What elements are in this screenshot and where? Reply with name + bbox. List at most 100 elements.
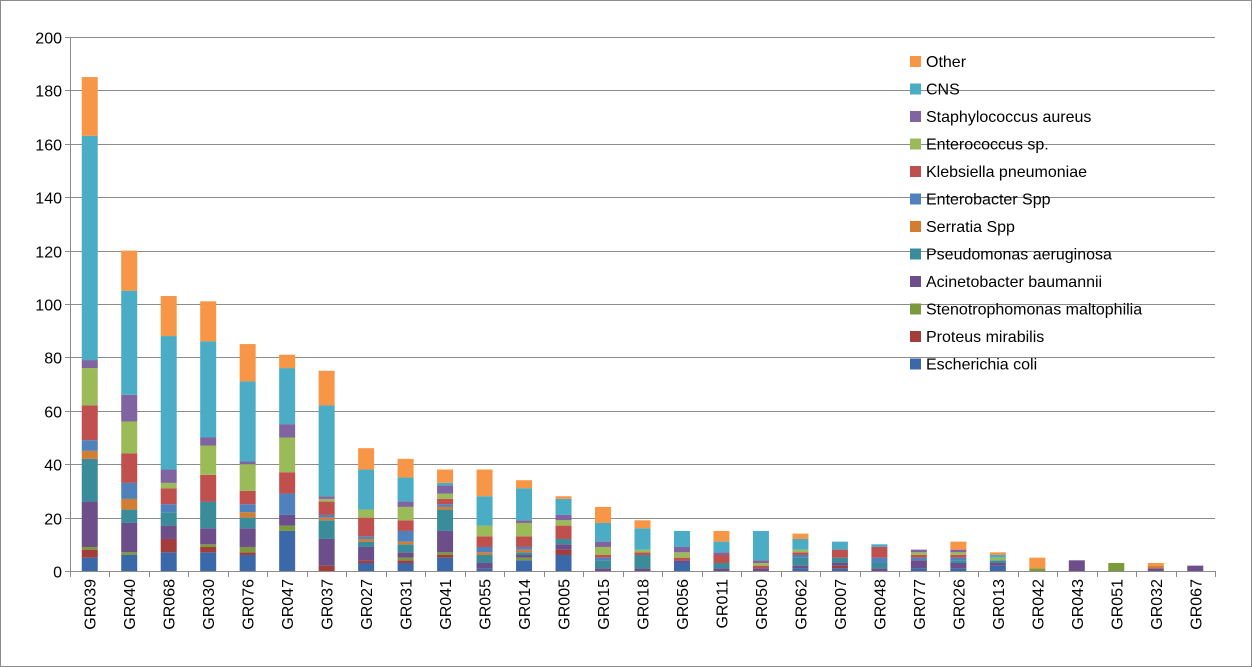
bar-segment-pseudomonas-aeruginosa [871, 562, 888, 569]
y-tick-label: 140 [35, 191, 62, 208]
bar-stack-gr030 [200, 301, 217, 571]
legend-swatch [910, 83, 921, 95]
x-tick-label: GR043 [1070, 579, 1087, 630]
bar-stack-gr043 [1068, 560, 1085, 571]
bar-segment-klebsiella-pneumoniae [200, 474, 217, 502]
x-tick-label: GR051 [1109, 579, 1126, 630]
bar-segment-acinetobacter-baumannii [555, 544, 572, 550]
bar-segment-enterococcus-sp [752, 562, 769, 566]
bar-segment-escherichia-coli [831, 568, 848, 571]
bar-segment-proteus-mirabilis [831, 565, 848, 569]
legend-label: Enterobacter Spp [926, 192, 1051, 209]
x-tick-label: GR048 [872, 579, 889, 630]
bar-segment-acinetobacter-baumannii [1187, 565, 1204, 571]
bar-segment-acinetobacter-baumannii [910, 560, 927, 569]
legend-swatch [910, 248, 921, 260]
legend-item-serratia-spp: Serratia Spp [910, 219, 1015, 236]
bar-segment-enterococcus-sp [989, 557, 1006, 561]
bar-segment-klebsiella-pneumoniae [595, 554, 612, 558]
bar-segment-cns [555, 498, 572, 515]
bar-segment-enterobacter-spp [871, 557, 888, 563]
y-tick-label: 40 [44, 458, 62, 475]
bar-segment-escherichia-coli [950, 568, 967, 571]
bar-segment-enterobacter-spp [279, 493, 296, 515]
bar-segment-cns [81, 135, 98, 361]
bar-segment-pseudomonas-aeruginosa [121, 509, 138, 523]
bar-segment-acinetobacter-baumannii [516, 554, 533, 558]
bar-stack-gr013 [989, 552, 1006, 571]
bar-stack-gr055 [476, 469, 493, 571]
bar-segment-other [595, 506, 612, 523]
bar-segment-enterococcus-sp [555, 520, 572, 526]
legend-item-acinetobacter-baumannii: Acinetobacter baumannii [910, 274, 1102, 291]
x-tick-label: GR030 [201, 579, 218, 630]
bar-segment-staphylococcus-aureus [160, 469, 177, 483]
bar-segment-other [555, 496, 572, 499]
bar-segment-klebsiella-pneumoniae [752, 565, 769, 569]
bar-segment-enterococcus-sp [792, 549, 809, 553]
bar-segment-klebsiella-pneumoniae [910, 554, 927, 558]
bar-segment-enterococcus-sp [160, 482, 177, 489]
bar-segment-klebsiella-pneumoniae [516, 536, 533, 547]
bar-segment-proteus-mirabilis [358, 560, 375, 563]
x-tick-label: GR032 [1149, 579, 1166, 630]
x-tick-label: GR039 [83, 579, 100, 630]
bar-stack-gr041 [437, 469, 454, 571]
bar-segment-proteus-mirabilis [318, 565, 335, 571]
bar-segment-enterobacter-spp [910, 557, 927, 561]
bar-segment-stenotrophomonas-maltophilia [121, 552, 138, 555]
bar-segment-serratia-spp [516, 549, 533, 553]
x-axis: GR039 GR040 GR068 GR030 GR076 GR047 GR037 GR027… [70, 571, 1216, 630]
x-tick-label: GR011 [714, 579, 731, 629]
legend-label: Other [926, 54, 967, 71]
bar-segment-acinetobacter-baumannii [279, 514, 296, 526]
bar-segment-escherichia-coli [397, 562, 414, 571]
bar-segment-enterococcus-sp [437, 493, 454, 499]
bar-segment-staphylococcus-aureus [318, 496, 335, 499]
bar-segment-klebsiella-pneumoniae [673, 557, 690, 561]
bar-stack-gr077 [910, 549, 927, 571]
bar-segment-cns [318, 405, 335, 497]
bar-segment-acinetobacter-baumannii [713, 568, 730, 571]
bar-segment-pseudomonas-aeruginosa [200, 501, 217, 529]
bar-segment-cns [871, 544, 888, 547]
x-tick-label: GR018 [636, 579, 653, 630]
bar-segment-cns [239, 381, 256, 462]
bar-stack-gr015 [595, 506, 612, 571]
bar-segment-pseudomonas-aeruginosa [634, 554, 651, 569]
bar-segment-cns [989, 554, 1006, 558]
bar-segment-pseudomonas-aeruginosa [476, 554, 493, 563]
bar-segment-cns [713, 541, 730, 553]
x-tick-label: GR040 [122, 579, 139, 630]
bar-stack-gr068 [160, 295, 177, 571]
x-tick-label: GR055 [478, 579, 495, 630]
bar-segment-klebsiella-pneumoniae [358, 517, 375, 537]
bar-segment-enterobacter-spp [239, 504, 256, 513]
legend-label: Enterococcus sp. [926, 137, 1049, 154]
bar-segment-enterococcus-sp [910, 552, 927, 555]
y-tick-label: 180 [35, 84, 62, 101]
bar-segment-escherichia-coli [160, 552, 177, 571]
bar-segment-klebsiella-pneumoniae [279, 472, 296, 494]
bar-segment-klebsiella-pneumoniae [634, 552, 651, 555]
x-tick-label: GR027 [359, 579, 376, 630]
bar-segment-enterobacter-spp [476, 546, 493, 553]
legend-item-staphylococcus-aureus: Staphylococcus aureus [910, 109, 1091, 126]
bar-segment-escherichia-coli [555, 554, 572, 571]
bar-segment-pseudomonas-aeruginosa [831, 557, 848, 563]
bar-stack-gr014 [516, 480, 533, 571]
bar-stack-gr005 [555, 496, 572, 571]
bar-segment-enterococcus-sp [318, 498, 335, 502]
bar-segment-klebsiella-pneumoniae [555, 525, 572, 539]
bar-segment-acinetobacter-baumannii [831, 562, 848, 566]
bar-segment-enterococcus-sp [121, 421, 138, 454]
bar-segment-staphylococcus-aureus [397, 501, 414, 507]
bar-segment-other [950, 541, 967, 550]
legend: Other CNS Staphylococcus aureus Enterococcu… [910, 54, 1142, 374]
legend-label: Proteus mirabilis [926, 329, 1044, 346]
bar-stack-gr032 [1147, 562, 1164, 571]
bar-segment-acinetobacter-baumannii [81, 501, 98, 547]
bar-segment-enterobacter-spp [595, 557, 612, 561]
